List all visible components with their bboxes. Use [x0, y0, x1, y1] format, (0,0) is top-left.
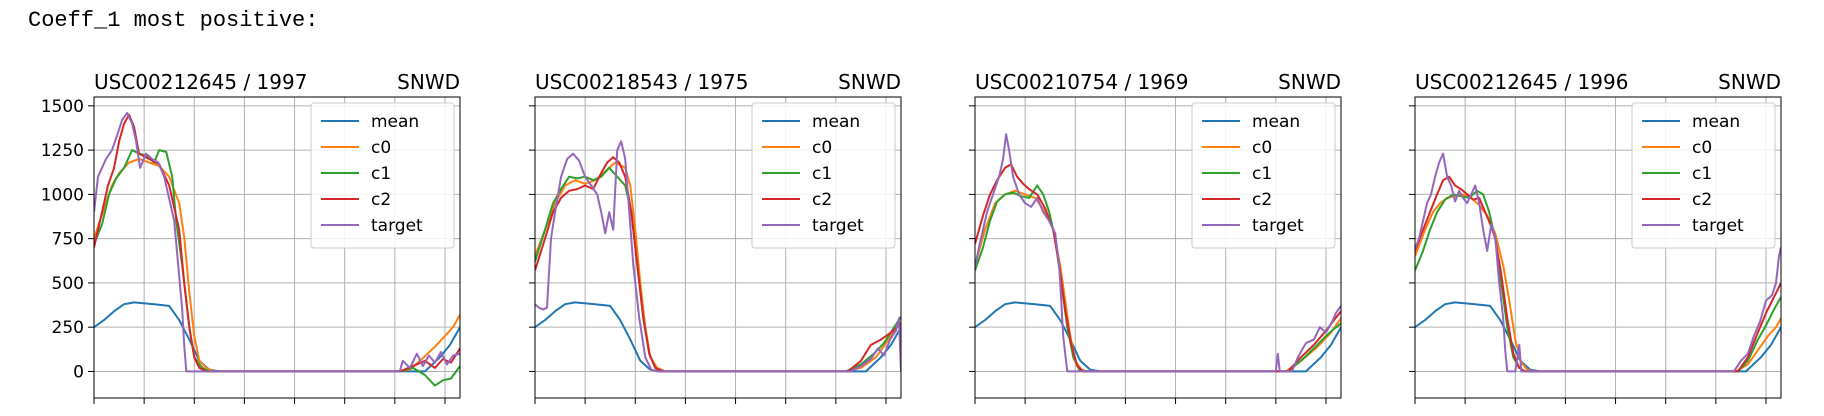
series-group [94, 111, 460, 387]
series-line-target [535, 140, 901, 373]
chart-2: USC00218543 / 1975 SNWD mean c0 c1 c2 target [529, 70, 902, 404]
legend-label-mean: mean [812, 112, 860, 132]
y-tick-label: 750 [52, 230, 84, 250]
legend-label-mean: mean [1252, 112, 1300, 132]
plot-frame [974, 96, 1342, 399]
chart-1: USC00212645 / 1997 SNWD 0 250 500 750 1000 1250… [41, 70, 461, 404]
series-line-mean [1415, 301, 1781, 373]
legend-label-c1: c1 [371, 164, 391, 184]
legend-label-target: target [812, 216, 864, 236]
legend: mean c0 c1 c2 target [751, 102, 896, 249]
series-line-mean [975, 301, 1341, 373]
chart-title-left: USC00212645 / 1997 [94, 70, 307, 94]
legend-box [751, 102, 896, 249]
chart-title-left: USC00210754 / 1969 [975, 70, 1188, 94]
chart-title-right: SNWD [1718, 70, 1781, 94]
legend-label-mean: mean [371, 112, 419, 132]
legend-label-c0: c0 [1252, 138, 1272, 158]
legend-box [310, 102, 455, 249]
series-line-c2 [535, 156, 901, 373]
legend-label-target: target [1692, 216, 1744, 236]
legend-label-target: target [371, 216, 423, 236]
legend-label-c2: c2 [812, 190, 832, 210]
chart-title-right: SNWD [838, 70, 901, 94]
chart-title-left: USC00218543 / 1975 [535, 70, 748, 94]
chart-3: USC00210754 / 1969 SNWD mean c0 c1 c2 target [969, 70, 1342, 404]
chart-title-right: SNWD [1278, 70, 1341, 94]
legend-label-target: target [1252, 216, 1304, 236]
y-tick-label: 500 [52, 274, 84, 294]
legend-label-c2: c2 [371, 190, 391, 210]
y-tick-label: 1500 [41, 97, 84, 117]
legend-label-c1: c1 [1252, 164, 1272, 184]
y-tick-label: 250 [52, 318, 84, 338]
legend: mean c0 c1 c2 target [310, 102, 455, 249]
series-group [975, 133, 1341, 373]
y-tick-label: 1000 [41, 185, 84, 205]
section-heading: Coeff_1 most positive: [28, 8, 319, 33]
chart-4: USC00212645 / 1996 SNWD mean c0 c1 c2 target [1409, 70, 1782, 404]
y-tick-label: 0 [73, 362, 84, 382]
series-line-target [1415, 152, 1781, 373]
legend-label-c2: c2 [1692, 190, 1712, 210]
legend-label-c0: c0 [1692, 138, 1712, 158]
legend-label-c0: c0 [371, 138, 391, 158]
legend-label-c2: c2 [1252, 190, 1272, 210]
chart-title-left: USC00212645 / 1996 [1415, 70, 1628, 94]
legend-label-c0: c0 [812, 138, 832, 158]
legend-box [1631, 102, 1776, 249]
series-line-mean [94, 301, 460, 373]
series-group [1415, 152, 1781, 373]
legend: mean c0 c1 c2 target [1191, 102, 1336, 249]
legend-box [1191, 102, 1336, 249]
series-line-target [94, 111, 460, 373]
legend-label-mean: mean [1692, 112, 1740, 132]
plot-frame [534, 96, 902, 399]
plot-frame [1414, 96, 1782, 399]
plot-frame [93, 96, 461, 399]
series-line-mean [535, 301, 901, 373]
y-tick-label: 1250 [41, 141, 84, 161]
series-group [535, 140, 901, 373]
legend-label-c1: c1 [812, 164, 832, 184]
series-line-target [975, 133, 1341, 373]
legend-label-c1: c1 [1692, 164, 1712, 184]
legend: mean c0 c1 c2 target [1631, 102, 1776, 249]
chart-title-right: SNWD [397, 70, 460, 94]
